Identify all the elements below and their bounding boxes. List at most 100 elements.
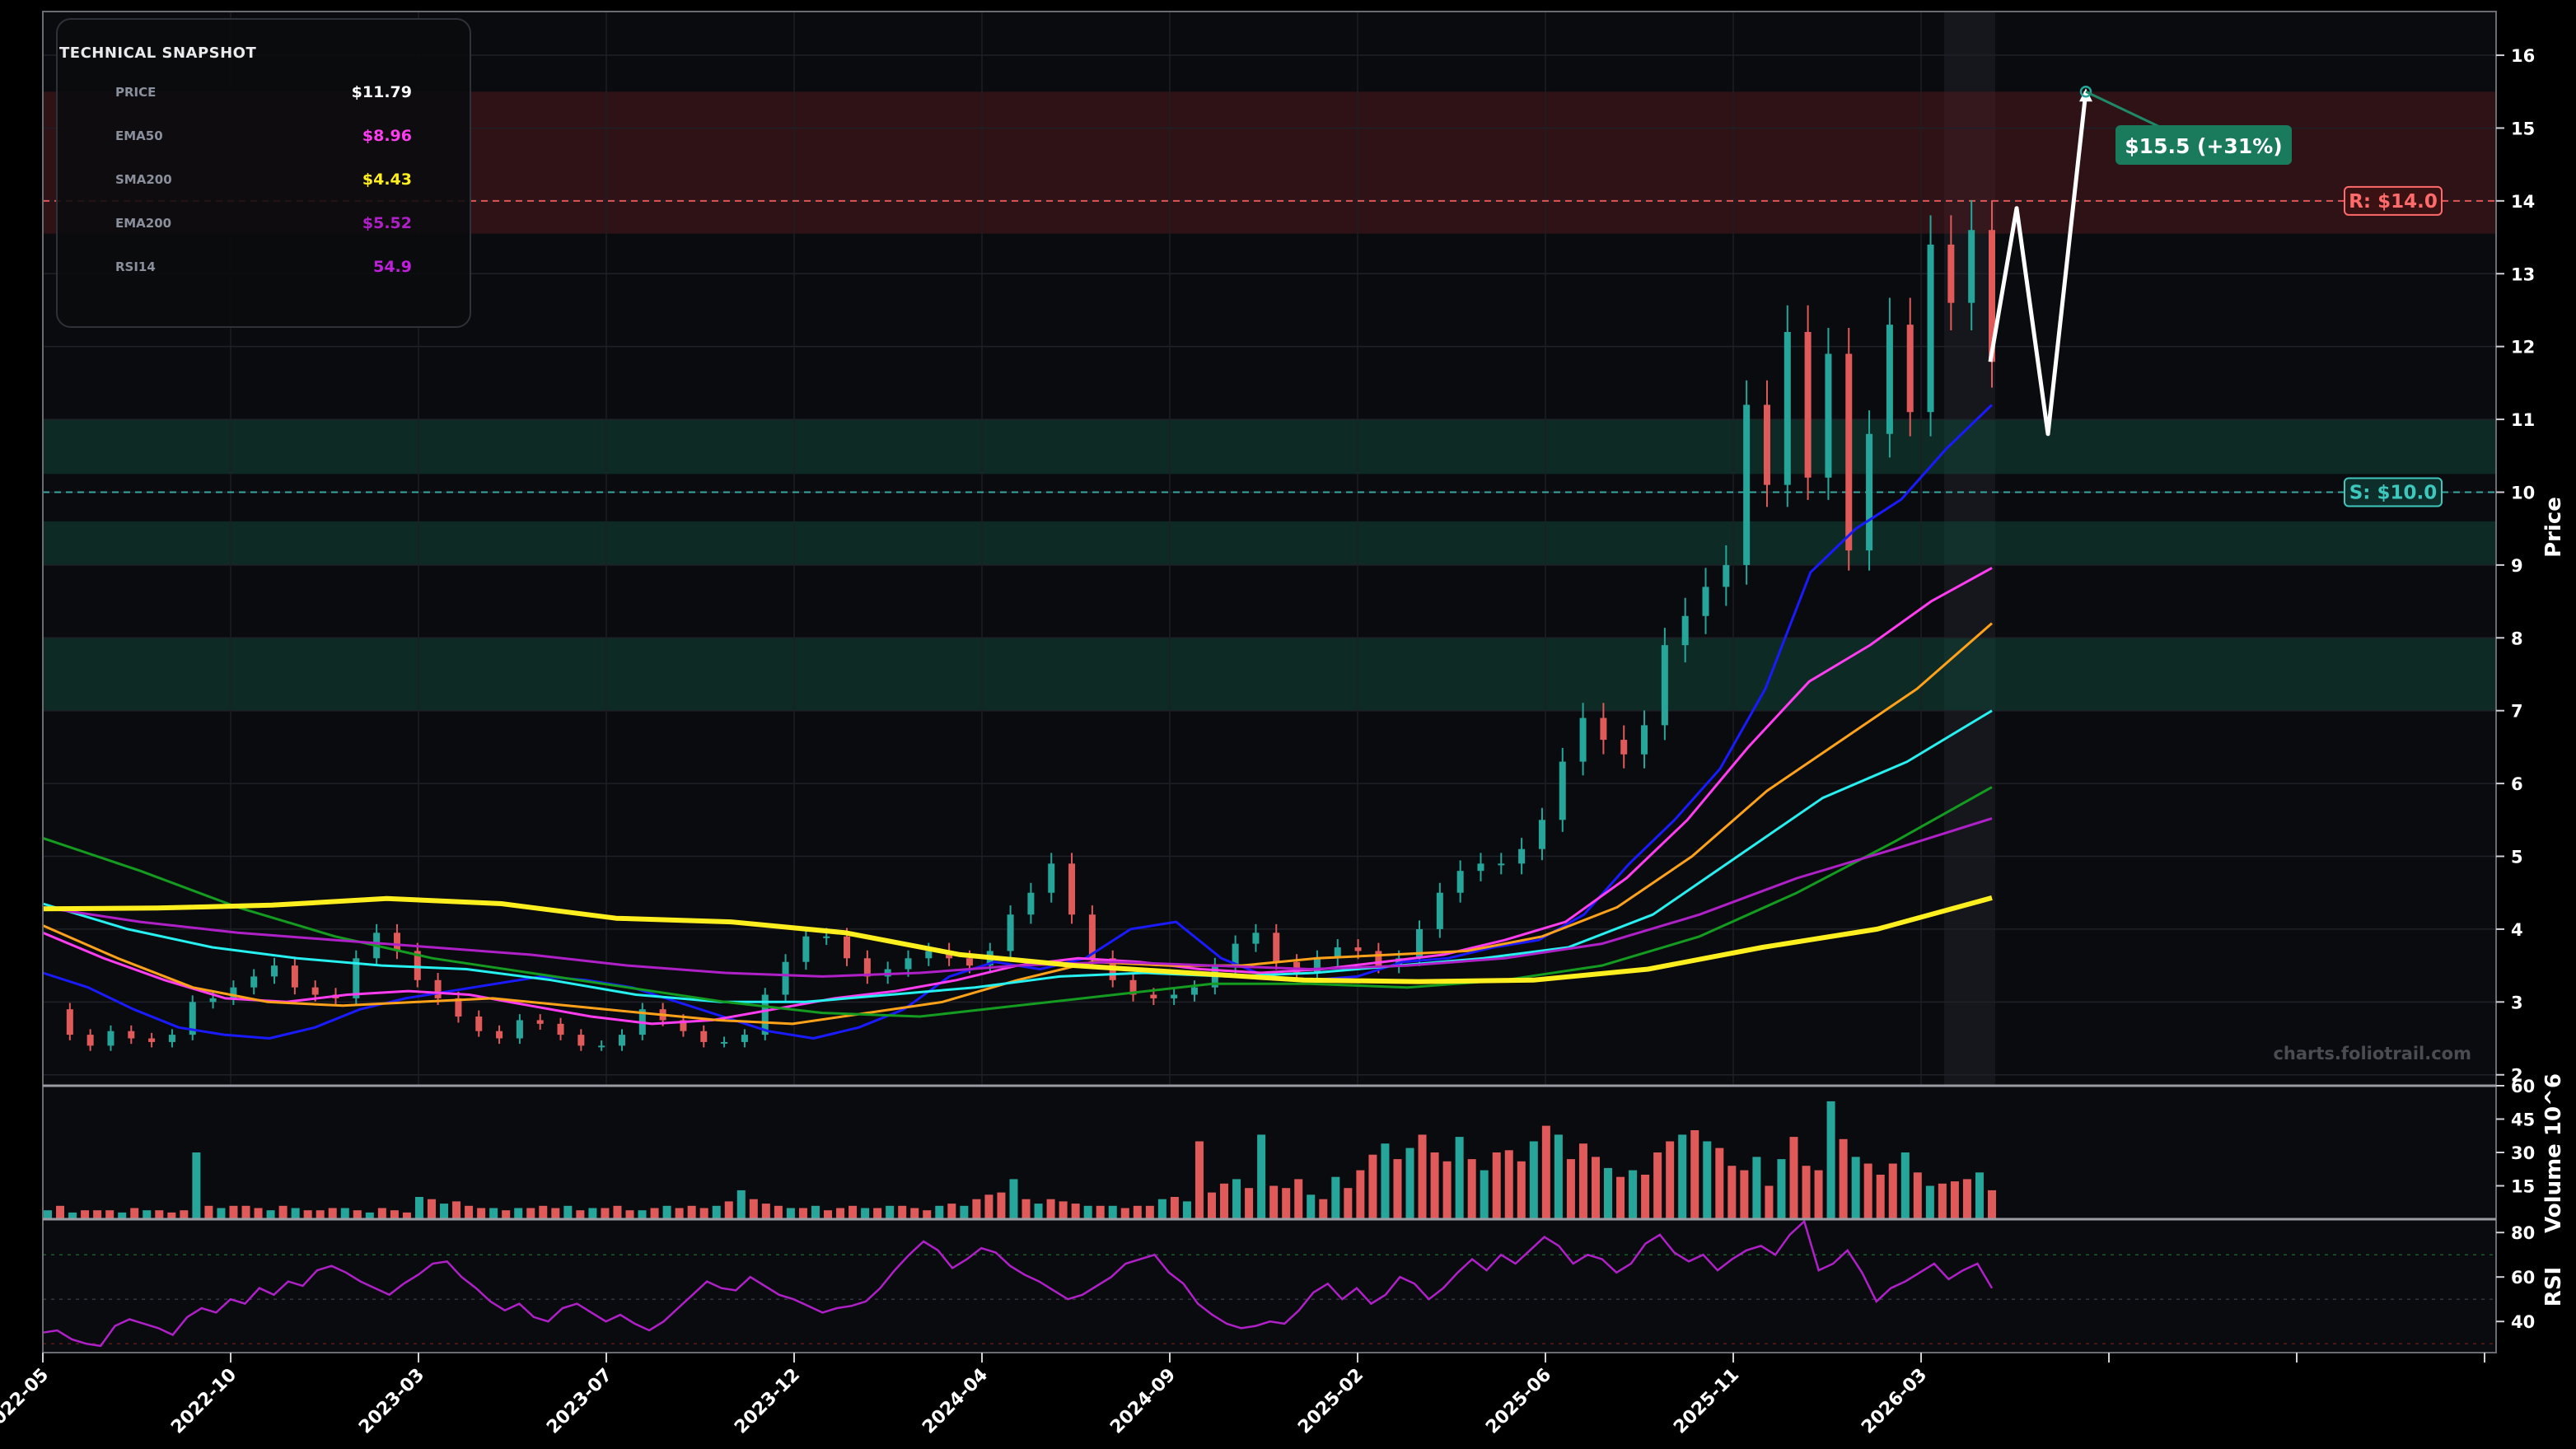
volume-bar — [180, 1210, 189, 1219]
volume-bar — [1641, 1175, 1650, 1219]
candle-body — [721, 1041, 728, 1044]
volume-bar — [1430, 1152, 1439, 1219]
candle-body — [353, 958, 360, 998]
volume-bar — [477, 1208, 486, 1219]
candle-body — [291, 965, 298, 988]
candle-body — [905, 958, 912, 970]
candle-body — [1088, 914, 1096, 959]
snapshot-value: $11.79 — [351, 83, 412, 101]
candle-body — [1375, 951, 1382, 966]
candle-body — [965, 958, 973, 966]
volume-bar — [1257, 1134, 1266, 1219]
volume-bar — [1988, 1190, 1996, 1219]
volume-bar — [1157, 1199, 1166, 1219]
volume-bar — [1604, 1167, 1613, 1219]
volume-bar — [1715, 1148, 1724, 1219]
volume-bar — [1356, 1170, 1365, 1219]
volume-bar — [1393, 1159, 1402, 1219]
candle-body — [393, 933, 400, 951]
volume-bar — [601, 1208, 610, 1219]
candle-body — [741, 1035, 748, 1042]
volume-bar — [861, 1208, 870, 1219]
rsi-line — [42, 1219, 1994, 1348]
volume-bar — [798, 1208, 807, 1219]
volume-bar — [1529, 1141, 1538, 1219]
volume-bar — [588, 1208, 597, 1219]
volume-bar — [1541, 1125, 1550, 1219]
volume-bar — [1207, 1192, 1216, 1219]
candle-body — [66, 1009, 73, 1035]
volume-bar — [1814, 1170, 1823, 1219]
candle-body — [1579, 717, 1587, 762]
volume-bar — [44, 1210, 52, 1219]
y-tick-label: 11 — [2511, 410, 2535, 430]
candle-body — [1927, 244, 1934, 413]
volume-bar — [241, 1205, 250, 1219]
volume-bar — [390, 1210, 399, 1219]
volume-bar — [675, 1208, 684, 1219]
target-label: $15.5 (+31%) — [2125, 134, 2282, 158]
candle-body — [1804, 331, 1812, 478]
volume-bar — [539, 1205, 548, 1219]
snapshot-value: $5.52 — [362, 214, 412, 232]
volume-bar — [551, 1208, 560, 1219]
volume-bar — [316, 1210, 325, 1219]
volume-bar — [1071, 1204, 1080, 1219]
volume-bar — [1888, 1163, 1897, 1219]
candle-body — [1007, 914, 1014, 951]
candle-body — [1436, 892, 1443, 929]
volume-bar — [1752, 1157, 1761, 1219]
snapshot-label: PRICE — [115, 85, 157, 100]
x-tick-label: 2024-09 — [1106, 1365, 1180, 1438]
x-tick-label: 2022-10 — [167, 1365, 241, 1438]
y-tick-label: 4 — [2511, 920, 2523, 940]
volume-bar — [1925, 1185, 1934, 1219]
volume-bar — [1913, 1172, 1922, 1219]
projection-path — [1988, 91, 2088, 437]
candle-body — [168, 1035, 175, 1042]
volume-bar — [662, 1205, 671, 1219]
candle-body — [1456, 871, 1464, 893]
candle-body — [1825, 353, 1832, 478]
volume-bar — [1418, 1134, 1427, 1219]
volume-bar — [1294, 1179, 1303, 1219]
volume-bar — [1826, 1101, 1835, 1219]
volume-bar — [1839, 1138, 1848, 1219]
candle-body — [1968, 230, 1975, 303]
volume-bar — [1282, 1188, 1291, 1219]
x-tick-label: 2026-03 — [1858, 1365, 1931, 1438]
volume-bar — [502, 1210, 511, 1219]
volume-bar — [712, 1205, 721, 1219]
volume-bar — [143, 1210, 152, 1219]
volume-bar — [105, 1210, 115, 1219]
volume-bar — [811, 1205, 820, 1219]
volume-bar — [1220, 1183, 1229, 1219]
volume-bar — [1802, 1166, 1811, 1219]
volume-bar — [402, 1212, 411, 1219]
volume-bar — [1455, 1137, 1464, 1219]
candle-body — [680, 1020, 687, 1031]
candle-body — [414, 951, 421, 980]
candle-body — [1600, 717, 1607, 741]
y-tick-label: 10 — [2511, 483, 2535, 502]
volume-bar — [1492, 1152, 1501, 1219]
resistance-label-box — [2344, 185, 2443, 216]
volume-bar — [1950, 1181, 1959, 1219]
candle-body — [1681, 615, 1689, 646]
volume-bar — [204, 1205, 213, 1219]
snapshot-row-rsi14: RSI14 54.9 — [0, 258, 471, 279]
candle-body — [1784, 331, 1791, 485]
volume-bar — [217, 1208, 226, 1219]
candle-body — [618, 1035, 625, 1046]
volume-bar — [155, 1210, 164, 1219]
candle-body — [311, 987, 319, 995]
target-marker — [2079, 85, 2092, 98]
volume-bar — [353, 1210, 362, 1219]
candle-body — [802, 936, 810, 962]
volume-bar — [291, 1208, 300, 1219]
candle-body — [598, 1045, 605, 1048]
candle-body — [1947, 244, 1955, 303]
volume-bar — [56, 1205, 65, 1219]
candle-body — [475, 1017, 483, 1031]
volume-bar — [699, 1208, 708, 1219]
